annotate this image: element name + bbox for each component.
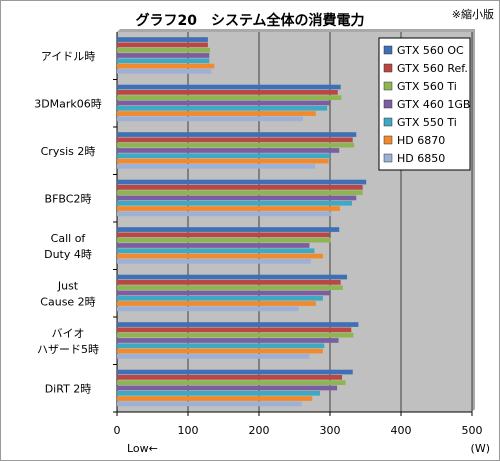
bar [117,338,339,343]
bar [117,111,316,116]
bar [117,375,343,380]
bar [117,274,348,280]
bar [117,132,357,137]
bar [117,53,210,58]
x-axis-label-right: (W) [471,442,490,455]
category-label: バイオ [52,327,85,340]
bar [117,63,215,69]
legend-swatch [383,153,393,163]
category-label: Call of [51,232,87,245]
x-tick-label: 300 [320,424,341,437]
bar [117,42,208,48]
bar [117,179,367,185]
bar [117,301,316,306]
category-label: DiRT 2時 [45,382,92,395]
bar [117,354,310,359]
legend-label: GTX 560 OC [397,44,464,57]
bar [117,396,313,401]
bar [117,211,332,217]
legend-box [378,37,471,171]
chart-note: ※縮小版 [451,8,494,21]
legend-swatch [383,81,393,91]
bar [117,280,341,285]
bar [117,158,329,164]
bar [117,243,310,248]
bar [117,164,316,169]
bar [117,195,357,201]
bar [117,206,340,211]
x-axis-label-left: Low← [127,442,158,455]
x-tick-label: 0 [114,424,121,437]
x-tick-label: 200 [249,424,270,437]
bar [117,322,359,327]
legend-label: GTX 460 1GB [397,98,470,111]
bar [117,259,311,264]
bar [117,232,330,238]
category-label: Just [57,279,79,292]
bar [117,37,208,42]
legend-swatch [383,45,393,55]
bar [117,137,353,143]
bar [117,105,328,111]
bar [117,69,212,74]
x-tick-label: 400 [391,424,412,437]
bar [117,285,343,290]
bar [117,95,342,100]
bar [117,253,323,259]
legend-label: HD 6850 [397,152,445,165]
bar [117,380,346,385]
bar [117,153,330,159]
category-label: 3DMark06時 [34,97,102,110]
bar [117,248,315,254]
legend-label: GTX 560 Ti [397,80,457,93]
bar [117,227,340,232]
bar [117,47,211,53]
legend-swatch [383,63,393,73]
category-label: Cause 2時 [40,295,95,308]
x-tick-label: 500 [462,424,483,437]
bar [117,327,352,333]
legend-label: HD 6870 [397,134,445,147]
bar [117,332,354,338]
bar [117,385,338,391]
bar [117,390,321,396]
bar [117,58,210,64]
bar [117,306,299,312]
legend-swatch [383,99,393,109]
bar [117,142,355,148]
x-tick-label: 100 [178,424,199,437]
legend-swatch [383,135,393,145]
category-label: ハザード5時 [37,343,99,356]
legend-label: GTX 560 Ref. [397,62,468,75]
legend-label: GTX 550 Ti [397,116,457,129]
bar [117,100,330,106]
category-label: BFBC2時 [45,192,92,205]
bar [117,290,330,296]
bar [117,200,353,206]
bar [117,190,363,195]
bar [117,369,353,375]
bar [117,185,363,190]
legend-swatch [383,117,393,127]
bar [117,237,331,243]
bar [117,348,323,354]
category-label: Crysis 2時 [41,145,96,158]
category-label: Duty 4時 [44,248,92,261]
bar [117,84,341,90]
bar [117,401,302,407]
bar [117,148,340,153]
chart-title: グラフ20 システム全体の消費電力 [135,13,365,29]
bar [117,295,323,301]
bar [117,343,325,349]
bar [117,116,304,122]
bar [117,90,338,95]
category-label: アイドル時 [41,50,95,63]
